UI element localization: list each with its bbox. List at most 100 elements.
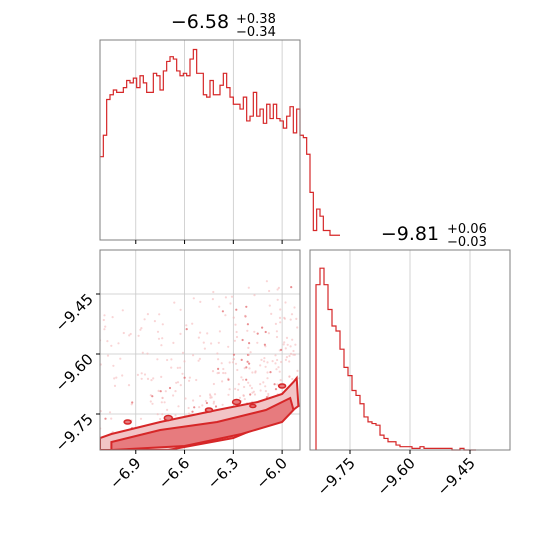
scatter-point [108,411,112,414]
scatter-point [264,390,267,393]
contour-island [231,398,242,406]
scatter-point [264,365,267,368]
scatter-point [183,360,186,363]
scatter-point [233,339,236,342]
scatter-point [179,332,182,335]
scatter-point [161,337,164,340]
scatter-point [246,360,249,363]
scatter-point [274,322,277,325]
histogram-panel-param1: −6.58 +0.38 −0.34 [99,11,340,244]
density-contour-inner [110,396,295,450]
scatter-point [140,377,143,380]
scatter-point [211,370,215,373]
scatter-point [192,399,195,402]
scatter-point [161,323,164,326]
scatter-point [249,384,252,387]
scatter-point [263,360,266,363]
scatter-point [218,330,221,333]
scatter-point [121,374,124,377]
scatter-point [141,351,144,354]
scatter-point [212,402,215,405]
scatter-point [199,394,202,398]
scatter-point [192,297,195,300]
scatter-point [104,325,107,328]
scatter-point [284,347,287,350]
contour-island [249,403,257,409]
scatter-point [143,318,146,321]
scatter-point [203,347,206,350]
scatter-point [170,358,173,361]
scatter-point [153,320,156,323]
scatter-point [234,323,237,326]
histogram-1-step-line [100,48,340,236]
scatter-point [199,331,202,334]
scatter-point [296,369,299,372]
scatter-point [159,417,162,421]
scatter-point [283,341,286,344]
scatter-point [199,300,202,303]
scatter-point [174,390,177,393]
scatter-point [156,358,159,361]
scatter-point [224,372,227,375]
scatter-point [276,358,279,362]
scatter-point [279,308,282,311]
scatter-point [237,383,240,386]
scatter-point [262,381,265,384]
scatter-point [218,305,221,308]
scatter-point [217,367,220,370]
scatter-point [241,378,245,381]
density-tick-marks [96,293,283,454]
scatter-point [221,403,224,406]
scatter-point [164,390,167,393]
scatter-point [253,393,257,396]
scatter-point [119,357,122,360]
scatter-point [265,280,268,283]
scatter-point [242,394,245,397]
scatter-point [288,354,291,358]
scatter-point [213,393,217,396]
scatter-point [247,381,250,384]
scatter-point [163,401,166,404]
scatter-point [175,381,178,384]
density-panel-2d: −6.9 −6.6 −6.3 −6.0 −9.45 −9.60 −9.75 [52,249,301,493]
scatter-point [289,352,293,355]
x-tick-label: −9.75 [314,454,359,499]
scatter-point [174,414,177,417]
scatter-point [274,354,277,357]
scatter-point [222,371,225,375]
scatter-point [113,384,117,387]
scatter-point [248,367,251,370]
scatter-point [235,335,239,339]
scatter-point [103,314,106,317]
scatter-point [267,392,270,396]
scatter-point [261,326,264,329]
scatter-point [157,337,161,340]
histogram-1-title: −6.58 [171,11,229,33]
scatter-point [259,364,262,367]
density-y-tick-labels: −9.45 −9.60 −9.75 [52,290,97,455]
scatter-point [284,358,287,361]
scatter-point [187,412,191,415]
scatter-point [197,359,200,362]
scatter-point [266,371,269,374]
scatter-point [230,295,234,298]
scatter-point [206,332,209,335]
scatter-point [112,364,115,367]
scatter-point [260,358,263,361]
scatter-point [275,368,278,371]
scatter-point [216,352,219,355]
scatter-point [173,301,176,304]
histogram-1-gridlines [135,40,283,240]
scatter-point [224,314,227,317]
scatter-point [222,367,225,371]
scatter-point [106,354,110,357]
scatter-point [276,288,279,291]
scatter-point [268,289,271,293]
scatter-point [247,286,250,289]
scatter-point [121,309,124,312]
scatter-point [295,317,298,320]
scatter-point [290,286,293,289]
scatter-point [209,396,212,399]
scatter-point [172,394,175,397]
histogram-panel-param2: −9.75 −9.60 −9.45 −9.81 +0.06 −0.03 [309,222,511,499]
